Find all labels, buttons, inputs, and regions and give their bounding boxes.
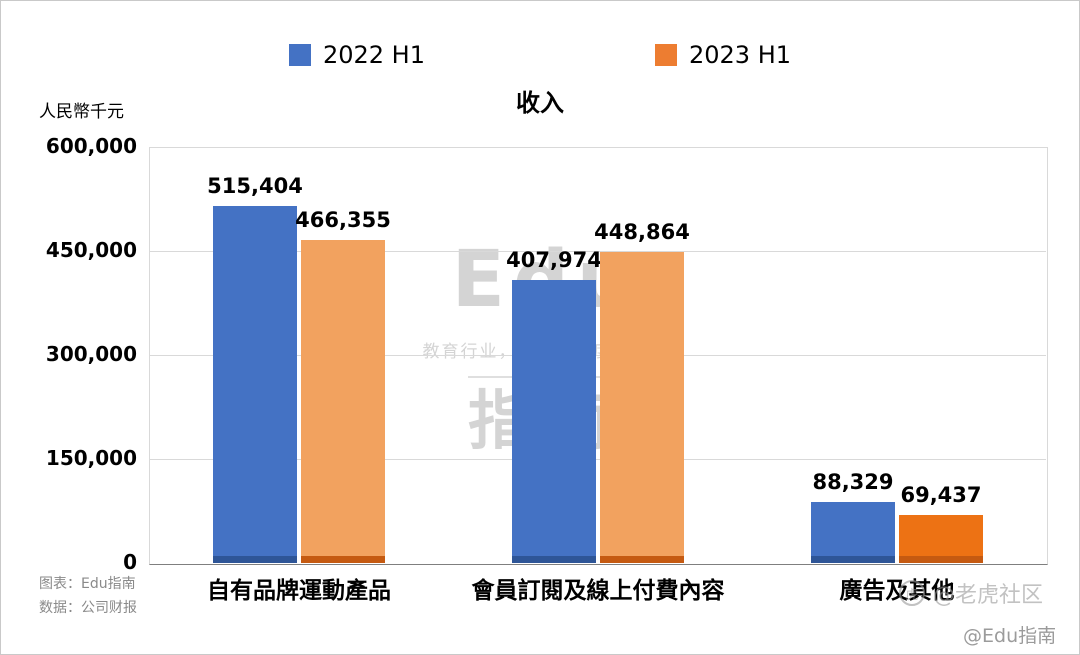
y-axis-tick-label: 150,000	[45, 446, 137, 470]
legend-label: 2023 H1	[689, 41, 792, 69]
watermark-edu-handle: @Edu指南	[963, 625, 1057, 647]
legend: 2022 H1 2023 H1	[1, 41, 1079, 69]
y-axis-unit-label: 人民幣千元	[39, 102, 124, 122]
plot-area	[149, 147, 1048, 565]
watermark-tiger-community: 虎 @老虎社区	[899, 577, 1043, 609]
source-caption-chart: 图表：Edu指南	[39, 576, 136, 592]
legend-swatch-orange	[655, 44, 677, 66]
y-axis-tick-label: 300,000	[45, 342, 137, 366]
tiger-logo-icon: 虎	[899, 580, 925, 606]
source-caption-data: 数据：公司财报	[39, 600, 137, 616]
y-axis-tick-label: 0	[123, 550, 137, 574]
x-axis-category-label: 自有品牌運動產品	[207, 578, 391, 604]
legend-item-2022h1: 2022 H1	[288, 41, 425, 69]
x-axis-category-label: 會員訂閱及線上付費內容	[471, 578, 725, 604]
legend-item-2023h1: 2023 H1	[655, 41, 791, 69]
chart-title: 收入	[516, 89, 564, 117]
tiger-community-label: @老虎社区	[933, 583, 1044, 608]
y-axis-tick-label: 600,000	[45, 134, 137, 158]
legend-label: 2022 H1	[322, 41, 425, 69]
y-axis-tick-label: 450,000	[45, 238, 137, 262]
legend-swatch-blue	[288, 44, 311, 66]
